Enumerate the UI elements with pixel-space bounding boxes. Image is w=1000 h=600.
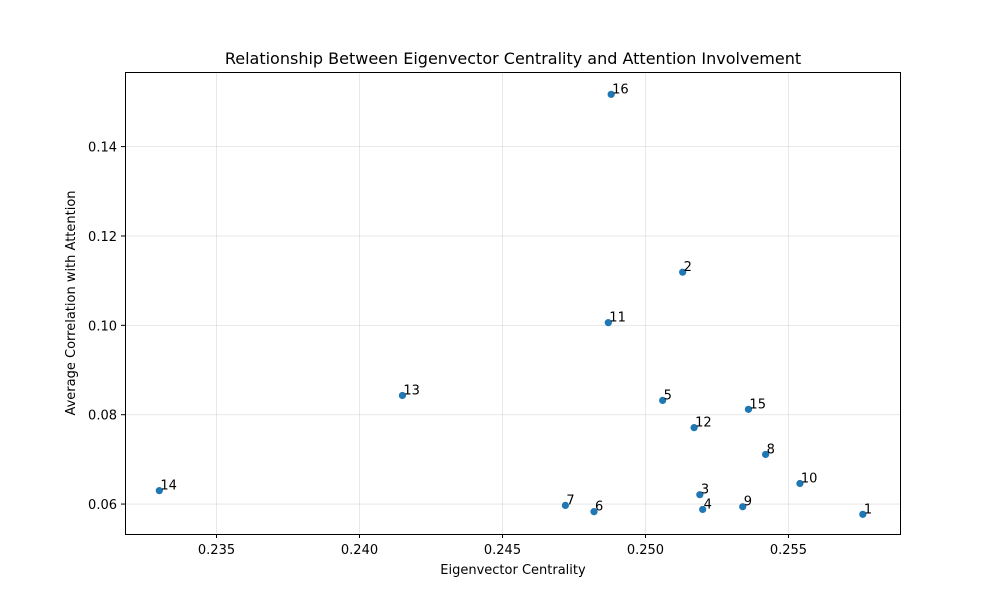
y-tick-label: 0.12: [88, 230, 117, 245]
y-tick-label: 0.14: [88, 141, 117, 156]
data-point-label: 14: [160, 479, 177, 494]
data-point-label: 9: [744, 495, 752, 510]
data-point-label: 11: [609, 311, 626, 326]
data-point: [679, 268, 687, 276]
data-point-label: 4: [704, 497, 712, 512]
x-tick-label: 0.250: [627, 543, 664, 558]
data-point-label: 13: [403, 383, 420, 398]
data-point: [739, 503, 747, 511]
x-tick-label: 0.255: [770, 543, 807, 558]
data-point: [590, 508, 598, 516]
data-point: [761, 450, 770, 459]
y-axis-label: Average Correlation with Attention: [64, 190, 79, 415]
data-point: [607, 90, 615, 98]
plot-frame: [125, 72, 901, 535]
y-axis-ticks: 0.06 0.08 0.10 0.12 0.14: [88, 141, 125, 513]
data-point-label: 10: [801, 472, 818, 487]
data-point-label: 15: [749, 397, 766, 412]
data-point: [744, 405, 753, 413]
data-point-label: 2: [684, 260, 692, 275]
data-point: [604, 319, 612, 327]
data-point: [398, 391, 406, 400]
data-point-label: 7: [566, 493, 574, 508]
y-tick-label: 0.08: [88, 409, 117, 424]
data-point: [659, 396, 667, 405]
data-point: [155, 487, 163, 495]
x-tick-label: 0.240: [341, 543, 378, 558]
data-point: [690, 424, 698, 432]
data-point: [696, 491, 704, 499]
data-point: [859, 510, 867, 518]
x-axis-label: Eigenvector Centrality: [440, 563, 586, 578]
data-point-label: 6: [595, 500, 603, 515]
data-point: [561, 501, 570, 510]
chart-title: Relationship Between Eigenvector Central…: [225, 49, 801, 68]
y-tick-label: 0.10: [88, 319, 117, 334]
data-point-label: 5: [664, 388, 672, 403]
x-tick-label: 0.235: [198, 543, 235, 558]
data-point-label: 16: [612, 82, 629, 97]
data-point-label: 3: [701, 483, 709, 498]
data-point: [796, 479, 804, 488]
x-tick-label: 0.245: [484, 543, 521, 558]
data-point-label: 8: [767, 442, 775, 457]
y-tick-label: 0.06: [88, 498, 117, 513]
grid: [125, 72, 900, 534]
data-point: [699, 505, 707, 514]
data-point-label: 12: [695, 416, 712, 431]
data-point-label: 1: [864, 502, 872, 517]
x-axis-ticks: 0.235 0.240 0.245 0.250 0.255: [198, 534, 807, 558]
